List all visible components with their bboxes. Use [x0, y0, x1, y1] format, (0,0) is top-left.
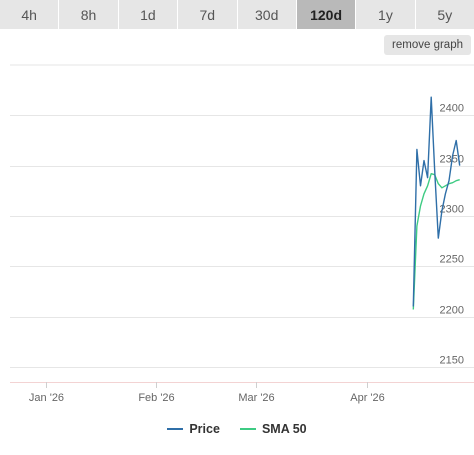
tab-5y[interactable]: 5y	[415, 0, 474, 29]
series-line-price	[412, 96, 461, 307]
tab-8h[interactable]: 8h	[59, 0, 119, 29]
legend-item-sma-50[interactable]: SMA 50	[239, 420, 307, 438]
y-tick-label: 2250	[440, 254, 464, 266]
tab-120d[interactable]: 120d	[296, 0, 357, 29]
x-tick-label: Feb '26	[138, 392, 174, 404]
tab-4h[interactable]: 4h	[0, 0, 60, 29]
x-tick-label: Mar '26	[238, 392, 274, 404]
tab-1d[interactable]: 1d	[118, 0, 179, 29]
legend: Price SMA 50	[0, 420, 474, 438]
y-tick-label: 2150	[440, 355, 464, 367]
x-tick-label: Jan '26	[29, 392, 64, 404]
series-line-sma-50	[412, 172, 460, 310]
legend-item-price[interactable]: Price	[167, 420, 220, 438]
remove-graph-button[interactable]: remove graph	[384, 35, 471, 55]
tab-1y[interactable]: 1y	[356, 0, 416, 29]
legend-label-sma-50: SMA 50	[261, 422, 307, 436]
tab-7d[interactable]: 7d	[178, 0, 238, 29]
y-tick-label: 2400	[440, 103, 464, 115]
tab-30d[interactable]: 30d	[237, 0, 297, 29]
x-tick-label: Apr '26	[350, 392, 385, 404]
legend-swatch-price	[167, 428, 184, 430]
time-range-tabs: 4h 8h 1d 7d 30d 120d 1y 5y	[0, 0, 474, 29]
y-tick-label: 2300	[440, 204, 464, 216]
series-lines	[412, 96, 461, 310]
legend-swatch-sma-50	[239, 428, 256, 430]
legend-label-price: Price	[189, 422, 220, 436]
y-tick-label: 2200	[440, 305, 464, 317]
x-axis: Jan '26 Feb '26 Mar '26 Apr '26	[10, 382, 474, 404]
grid-lines	[10, 64, 474, 368]
